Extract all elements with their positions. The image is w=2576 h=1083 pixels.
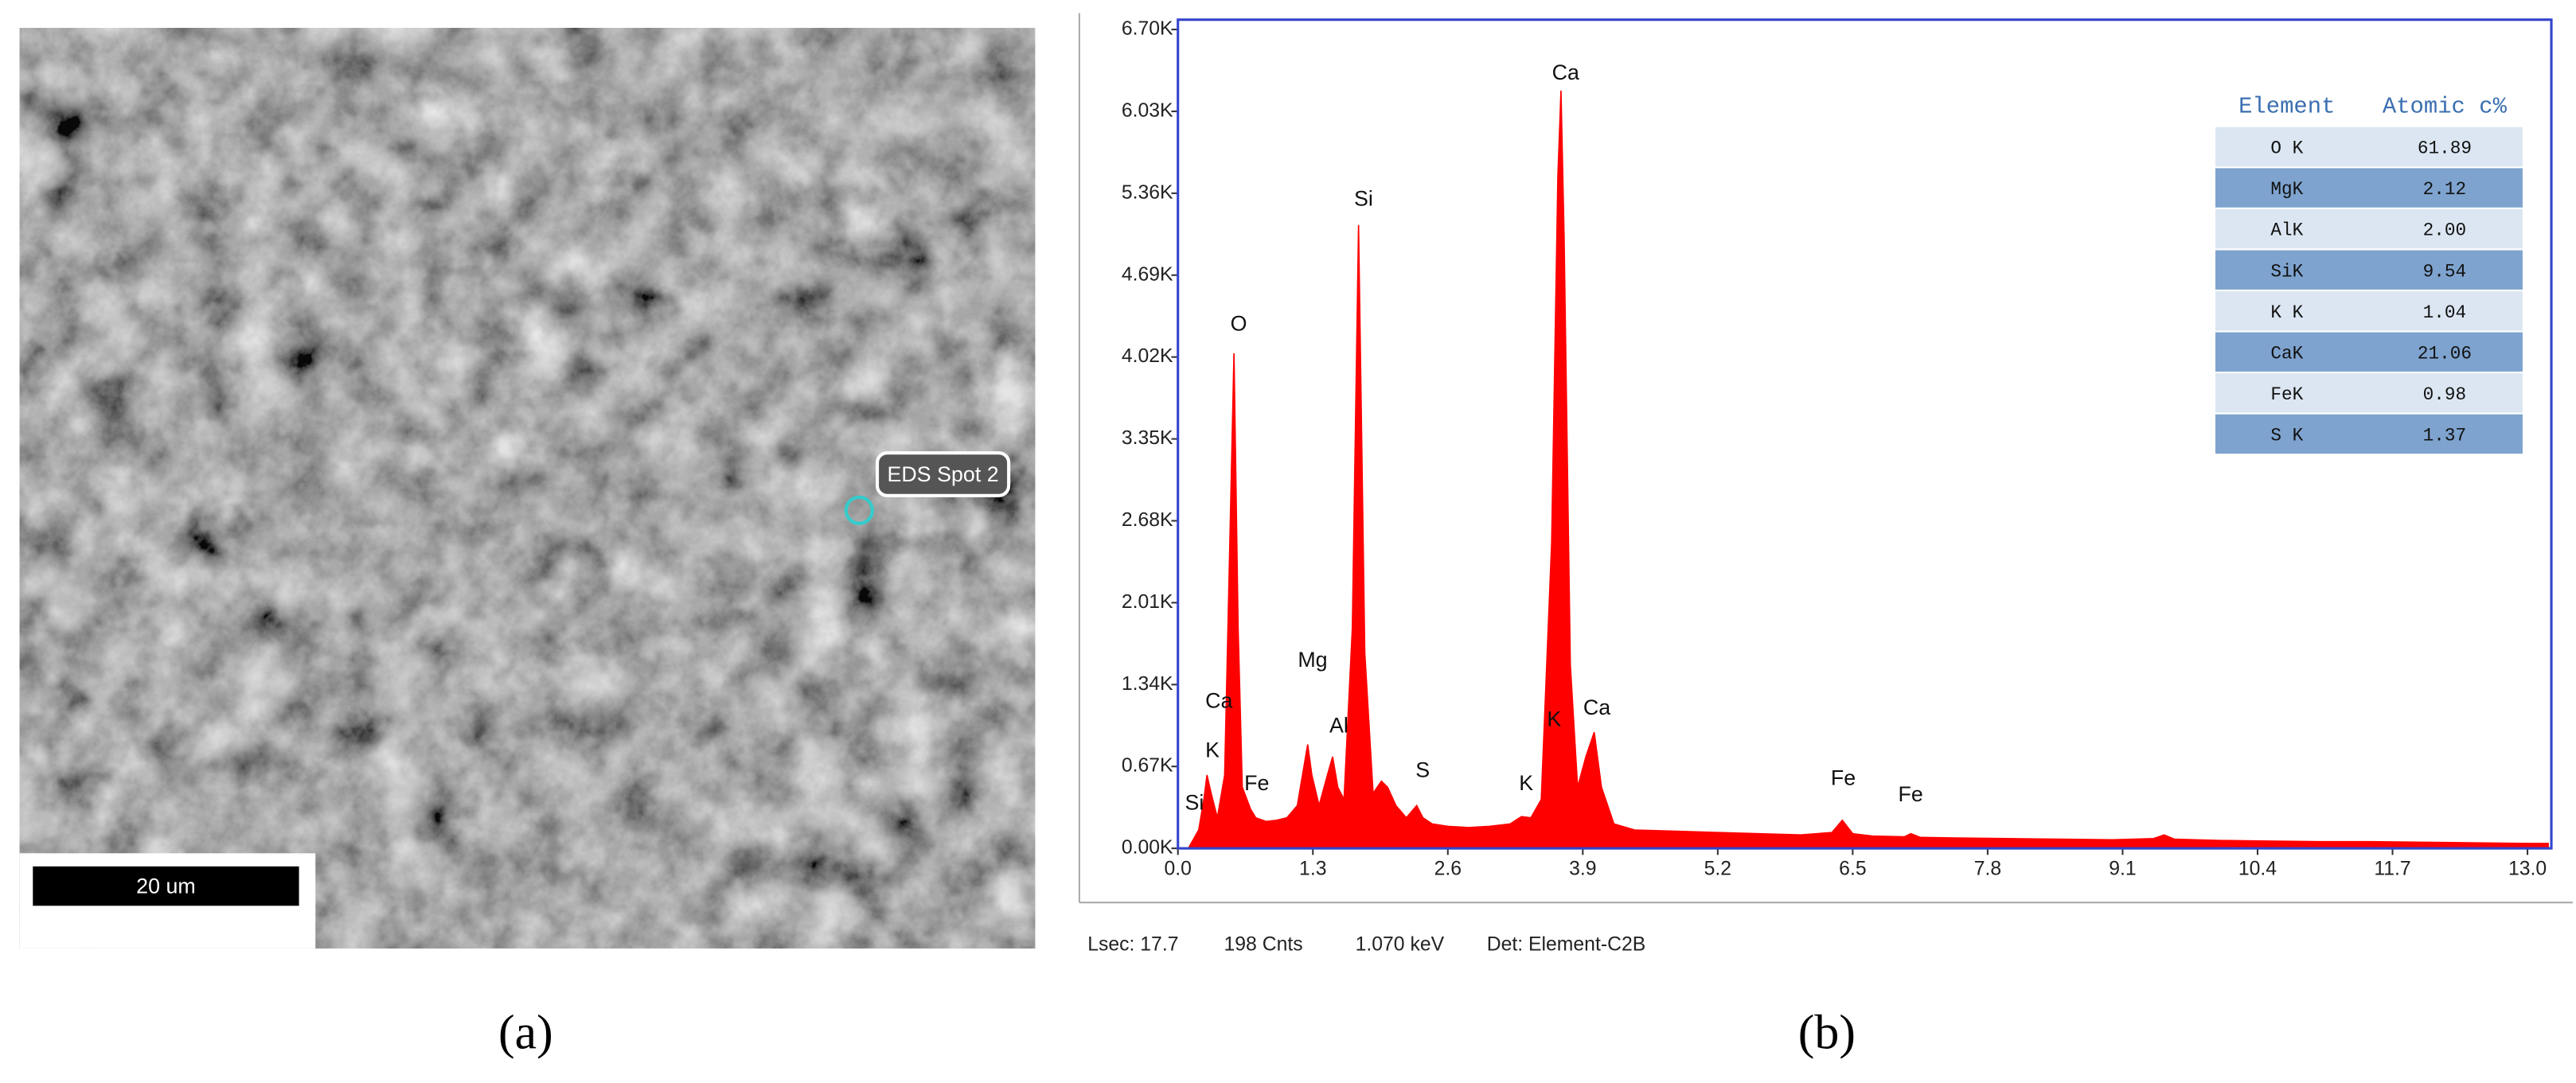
status-text: Lsec: 17.7 — [1087, 933, 1178, 955]
table-cell: SiK — [2270, 261, 2303, 282]
table-row — [2213, 330, 2524, 374]
table-cell: 21.06 — [2418, 343, 2472, 364]
sem-image: 20 um EDS Spot 2 — [19, 28, 1036, 949]
peak-label: Mg — [1298, 648, 1327, 672]
y-tick-label: 6.03K — [1122, 99, 1173, 122]
plot-frame — [1177, 18, 2553, 850]
table-cell: MgK — [2270, 179, 2303, 200]
peak-label: K — [1519, 771, 1533, 795]
x-tick-label: 0.0 — [1165, 858, 1192, 879]
table-cell: 1.04 — [2423, 302, 2466, 323]
element-table: Element Atomic c% O K 61.89 MgK 2.12 AlK 2.00 Si… — [2213, 85, 2524, 456]
peak-label: O — [1231, 311, 1247, 335]
scale-bar — [33, 866, 299, 906]
table-row — [2213, 289, 2524, 333]
plot: 0.00K 0.67K 1.34K 2.01K 2.68K 3.35K 4.02K 4.69K… — [1122, 17, 2549, 879]
y-tick-label: 3.35K — [1122, 426, 1173, 449]
peak-label: Ca — [1583, 695, 1610, 719]
x-tick-label: 5.2 — [1704, 858, 1731, 879]
x-tick-label: 7.8 — [1974, 858, 2001, 879]
table-header: Element — [2238, 94, 2335, 120]
y-tick-label: 5.36K — [1122, 181, 1173, 204]
peak-label: Fe — [1244, 771, 1269, 795]
spot-marker — [844, 495, 874, 525]
x-tick-label: 11.7 — [2374, 858, 2410, 879]
y-tick-label: 0.00K — [1122, 836, 1173, 859]
caption-a: (a) — [498, 1005, 553, 1059]
status-text: Det: Element-C2B — [1487, 933, 1646, 955]
table-cell: 1.37 — [2423, 425, 2466, 446]
table-row — [2213, 412, 2524, 456]
status-text: 198 Cnts — [1224, 933, 1303, 955]
x-tick-label: 6.5 — [1839, 858, 1866, 879]
table-cell: 2.00 — [2423, 220, 2466, 241]
table-row — [2213, 248, 2524, 292]
table-cell: K K — [2270, 302, 2303, 323]
y-tick-label: 4.69K — [1122, 263, 1173, 286]
peak-label: Ca — [1552, 60, 1579, 84]
footer: Lsec: 17.7 198 Cnts 1.070 keV Det: Element-… — [1087, 933, 1645, 955]
table-cell: O K — [2270, 138, 2303, 159]
peak-label: Fe — [1831, 766, 1856, 790]
spectrum — [1187, 90, 2549, 849]
table-cell: FeK — [2270, 384, 2303, 405]
status-text: 1.070 keV — [1356, 933, 1445, 955]
peak-label: Si — [1354, 187, 1373, 211]
y-tick-label: 1.34K — [1122, 672, 1173, 695]
caption-b: (b) — [1798, 1005, 1856, 1059]
x-tick-label: 13.0 — [2508, 858, 2547, 879]
y-tick-label: 2.68K — [1122, 508, 1173, 531]
y-tick-label: 6.70K — [1122, 17, 1173, 40]
table-cell: S K — [2270, 425, 2303, 446]
table-cell: 0.98 — [2423, 384, 2466, 405]
y-tick-label: 2.01K — [1122, 590, 1173, 613]
peak-label: Ca — [1205, 689, 1232, 713]
y-tick-label: 0.67K — [1122, 754, 1173, 777]
peak-label: Si — [1185, 791, 1204, 815]
x-tick-label: 10.4 — [2238, 858, 2277, 879]
x-tick-label: 9.1 — [2109, 858, 2136, 879]
table-cell: AlK — [2270, 220, 2303, 241]
x-tick-label: 3.9 — [1569, 858, 1596, 879]
peak-label: Al — [1329, 714, 1348, 738]
table-cell: 2.12 — [2423, 179, 2466, 200]
table-row — [2213, 372, 2524, 415]
peak-label: K — [1547, 707, 1561, 730]
table-header-bg — [2214, 85, 2523, 127]
table-cell: CaK — [2270, 343, 2303, 364]
peak-label: Fe — [1899, 782, 1923, 806]
peak-label: K — [1205, 738, 1220, 762]
table-cell: 61.89 — [2418, 138, 2472, 159]
sem-texture — [19, 28, 1036, 949]
x-tick-label: 2.6 — [1434, 858, 1462, 879]
y-tick-label: 4.02K — [1122, 345, 1173, 368]
table-cell: 9.54 — [2423, 261, 2466, 282]
table-row — [2213, 125, 2524, 169]
peak-label: S — [1415, 758, 1430, 781]
x-tick-label: 1.3 — [1299, 858, 1326, 879]
table-row — [2213, 207, 2524, 251]
table-row — [2213, 166, 2524, 209]
scale-bar-label: 20 um — [136, 875, 196, 898]
spot-label: EDS Spot 2 — [888, 462, 999, 486]
table-header: Atomic c% — [2383, 94, 2508, 120]
spot-label-box — [875, 451, 1011, 497]
